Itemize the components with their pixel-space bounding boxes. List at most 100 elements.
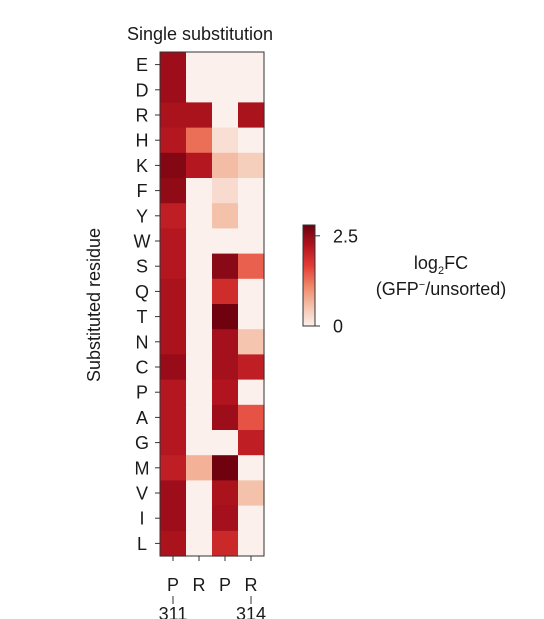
heatmap-cell	[186, 354, 213, 381]
position-label: 311	[159, 604, 188, 619]
heatmap-cell	[238, 329, 265, 355]
heatmap-cell	[186, 379, 213, 406]
row-label: R	[136, 106, 149, 126]
position-label: 314	[236, 604, 266, 619]
heatmap-cell	[186, 102, 213, 129]
colorbar-gradient	[302, 224, 316, 327]
row-label: Q	[135, 282, 149, 302]
heatmap-cell	[186, 228, 213, 255]
heatmap-cell	[186, 203, 213, 229]
row-label: D	[136, 80, 149, 100]
row-label: V	[136, 484, 148, 504]
heatmap-cell	[238, 253, 265, 280]
heatmap-cell	[160, 278, 187, 305]
heatmap-cell	[212, 178, 239, 204]
legend-line-1: log2FC	[414, 253, 468, 277]
colorbar-tick-label: 0	[333, 317, 343, 337]
heatmap-cell	[238, 304, 265, 330]
column-label: R	[193, 575, 206, 595]
row-label: W	[134, 232, 151, 252]
heatmap-cell	[212, 228, 239, 255]
heatmap-cell	[238, 455, 265, 481]
heatmap-cell	[160, 152, 187, 179]
column-label: R	[245, 575, 258, 595]
heatmap-cell	[238, 152, 265, 179]
heatmap-cell	[160, 253, 187, 280]
heatmap-cell	[160, 480, 187, 507]
colorbar: 02.5	[302, 224, 358, 337]
row-label: K	[136, 156, 148, 176]
row-label: C	[136, 358, 149, 378]
heatmap-cell	[212, 102, 239, 129]
column-label: P	[167, 575, 179, 595]
heatmap-cell	[160, 329, 187, 355]
heatmap-cell	[212, 203, 239, 229]
heatmap-cell	[160, 77, 187, 103]
column-label: P	[219, 575, 231, 595]
heatmap-cells	[159, 51, 265, 557]
heatmap-cell	[212, 329, 239, 355]
heatmap-cell	[238, 404, 265, 431]
heatmap-cell	[238, 52, 265, 78]
heatmap-cell	[186, 278, 213, 305]
heatmap-cell	[160, 530, 187, 557]
heatmap-cell	[160, 455, 187, 481]
heatmap-cell	[238, 178, 265, 204]
y-axis-label: Substituted residue	[84, 228, 104, 382]
heatmap-cell	[212, 404, 239, 431]
heatmap-cell	[186, 329, 213, 355]
heatmap-cell	[212, 455, 239, 481]
heatmap-cell	[238, 228, 265, 255]
row-label: Y	[136, 206, 148, 226]
heatmap-cell	[238, 530, 265, 557]
heatmap-cell	[238, 379, 265, 406]
heatmap-cell	[160, 52, 187, 78]
heatmap-cell	[212, 127, 239, 154]
row-label: L	[137, 534, 147, 554]
heatmap-cell	[160, 102, 187, 129]
heatmap-cell	[238, 203, 265, 229]
row-label: S	[136, 257, 148, 277]
heatmap-cell	[160, 430, 187, 456]
heatmap-cell	[186, 77, 213, 103]
heatmap-cell	[160, 505, 187, 532]
colorbar-legend: log2FC (GFP−/unsorted)	[376, 253, 506, 299]
heatmap-cell	[186, 480, 213, 507]
row-label: H	[136, 131, 149, 151]
heatmap-cell	[160, 354, 187, 381]
heatmap-cell	[238, 77, 265, 103]
heatmap-cell	[212, 430, 239, 456]
heatmap-cell	[186, 304, 213, 330]
row-label: P	[136, 383, 148, 403]
heatmap-cell	[238, 102, 265, 129]
heatmap-cell	[238, 505, 265, 532]
heatmap-cell	[186, 127, 213, 154]
row-label: I	[139, 509, 144, 529]
heatmap-cell	[212, 505, 239, 532]
heatmap-cell	[186, 530, 213, 557]
heatmap-cell	[238, 480, 265, 507]
row-label: M	[135, 458, 150, 478]
heatmap-cell	[212, 304, 239, 330]
heatmap-cell	[160, 127, 187, 154]
heatmap-cell	[212, 77, 239, 103]
heatmap-cell	[212, 52, 239, 78]
heatmap-cell	[212, 278, 239, 305]
heatmap-cell	[212, 379, 239, 406]
chart-title: Single substitution	[127, 24, 273, 44]
heatmap-cell	[186, 253, 213, 280]
heatmap-cell	[160, 178, 187, 204]
legend-line-2: (GFP−/unsorted)	[376, 279, 506, 299]
heatmap-frame	[159, 51, 265, 557]
row-label: F	[137, 181, 148, 201]
colorbar-ticks: 02.5	[315, 226, 358, 337]
heatmap-cell	[186, 152, 213, 179]
heatmap-cell	[238, 430, 265, 456]
heatmap-cell	[186, 178, 213, 204]
heatmap-cell	[212, 530, 239, 557]
heatmap-cell	[160, 379, 187, 406]
row-label: A	[136, 408, 148, 428]
